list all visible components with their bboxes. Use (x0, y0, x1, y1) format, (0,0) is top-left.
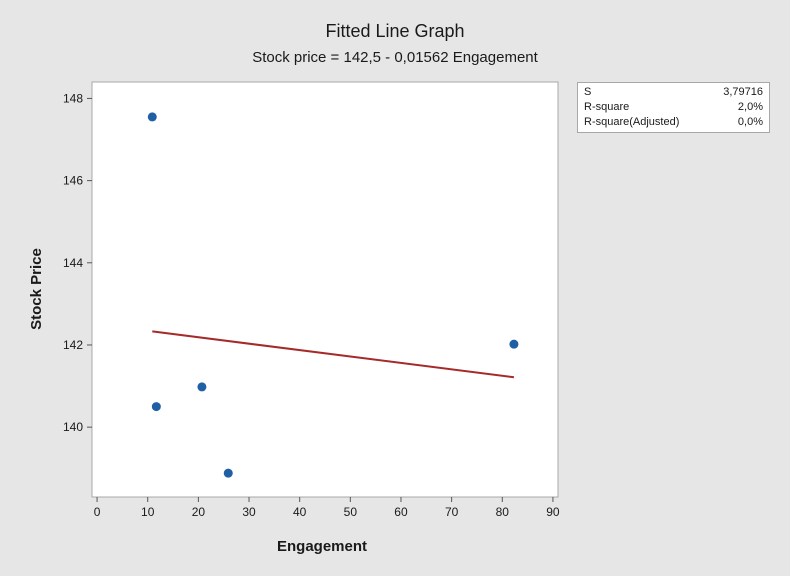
x-tick-label: 10 (141, 505, 155, 519)
y-tick-label: 140 (63, 420, 83, 434)
x-axis: 0 10 20 30 40 50 60 70 80 90 (94, 497, 560, 519)
stats-table: S 3,79716 R-square 2,0% R-square(Adjuste… (577, 82, 770, 133)
chart-subtitle: Stock price = 142,5 - 0,01562 Engagement (252, 49, 538, 66)
x-tick-label: 80 (496, 505, 510, 519)
data-point (197, 382, 207, 392)
data-point (151, 402, 161, 412)
x-tick-label: 20 (192, 505, 206, 519)
stat-row-s: S 3,79716 (584, 85, 763, 100)
y-axis: 140 142 144 146 148 (63, 91, 92, 434)
x-tick-label: 70 (445, 505, 459, 519)
y-tick-label: 146 (63, 174, 83, 188)
x-tick-label: 90 (546, 505, 560, 519)
stat-row-r-square-adjusted: R-square(Adjusted) 0,0% (584, 115, 763, 130)
x-axis-title: Engagement (277, 538, 367, 555)
fit-line (152, 330, 515, 379)
chart-title: Fitted Line Graph (325, 21, 464, 41)
plot-area (91, 81, 559, 498)
stat-label: S (584, 86, 592, 98)
y-tick-label: 148 (63, 91, 83, 105)
x-tick-label: 60 (394, 505, 408, 519)
x-tick-label: 30 (242, 505, 256, 519)
fit-line-layer (152, 330, 515, 379)
data-point (147, 112, 157, 122)
y-axis-title: Stock Price (28, 248, 45, 330)
stat-value: 0,0% (737, 116, 763, 128)
data-point (509, 339, 519, 349)
y-tick-label: 144 (63, 256, 83, 270)
stat-row-r-square: R-square 2,0% (584, 100, 763, 115)
x-tick-label: 0 (94, 505, 101, 519)
stat-value: 3,79716 (723, 86, 763, 98)
data-point (223, 468, 233, 478)
stat-label: R-square(Adjusted) (584, 116, 680, 128)
x-tick-label: 50 (344, 505, 358, 519)
data-points (147, 112, 519, 478)
stat-label: R-square (584, 101, 630, 113)
stat-value: 2,0% (737, 101, 763, 113)
y-tick-label: 142 (63, 338, 83, 352)
x-tick-label: 40 (293, 505, 307, 519)
